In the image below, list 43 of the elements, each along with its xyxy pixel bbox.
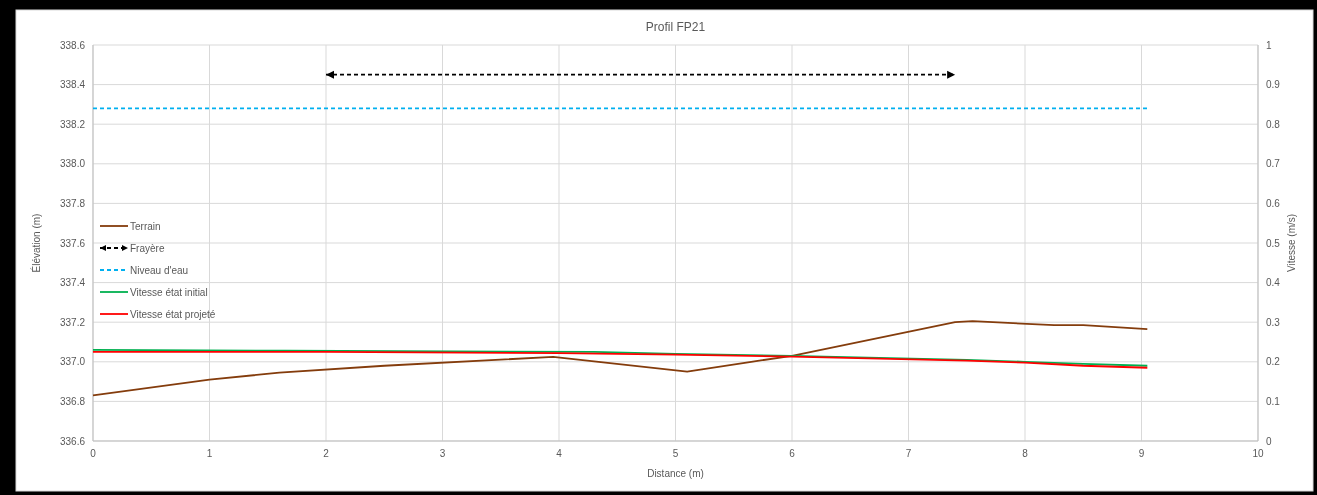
y-tick-label: 336.6	[59, 435, 86, 447]
y2-tick-label: 0.4	[1266, 277, 1281, 289]
chart-title: Profil FP21	[645, 20, 706, 34]
y2-tick-label: 0.6	[1266, 197, 1281, 209]
y2-tick-label: 0	[1266, 435, 1272, 447]
y2-tick-label: 0.9	[1266, 79, 1281, 91]
y-tick-label: 337.0	[59, 356, 86, 368]
y-tick-label: 337.8	[59, 197, 86, 209]
y-tick-label: 338.2	[59, 118, 86, 130]
y2-tick-label: 0.5	[1266, 237, 1281, 249]
x-tick-label: 3	[439, 448, 446, 459]
y2-tick-label: 0.7	[1266, 158, 1281, 170]
y-tick-label: 337.4	[59, 277, 86, 289]
x-tick-label: 10	[1252, 448, 1264, 459]
x-tick-label: 0	[90, 448, 97, 459]
y-tick-label: 337.2	[59, 316, 86, 328]
line-series	[92, 320, 1149, 397]
y-tick-label: 338.6	[59, 39, 86, 51]
x-tick-label: 5	[672, 448, 679, 459]
x-tick-label: 4	[556, 448, 563, 459]
y2-tick-label: 0.1	[1266, 395, 1281, 407]
y2-tick-label: 0.8	[1266, 118, 1281, 130]
legend-label: Niveau d'eau	[130, 265, 189, 276]
legend-label: Terrain	[130, 221, 161, 232]
y-tick-label: 338.0	[59, 158, 86, 170]
x-tick-label: 7	[905, 448, 912, 459]
legend-label: Vitesse état initial	[130, 287, 208, 298]
y2-tick-label: 0.3	[1266, 316, 1281, 328]
y2-axis-title: Vitesse (m/s)	[1286, 213, 1297, 273]
y-axis-title: Élévation (m)	[30, 213, 42, 273]
x-tick-label: 1	[206, 448, 213, 459]
y-tick-label: 337.6	[59, 237, 86, 249]
x-tick-label: 2	[323, 448, 330, 459]
x-axis-title: Distance (m)	[647, 468, 704, 479]
x-tick-label: 8	[1022, 448, 1029, 459]
x-tick-label: 9	[1138, 448, 1145, 459]
y2-tick-label: 1	[1266, 39, 1272, 51]
y-tick-label: 338.4	[59, 79, 86, 91]
y2-tick-label: 0.2	[1266, 356, 1281, 368]
legend-label: Vitesse état projeté	[130, 309, 216, 320]
y-tick-label: 336.8	[59, 395, 86, 407]
legend-label: Frayère	[130, 243, 165, 254]
x-tick-label: 6	[789, 448, 796, 459]
